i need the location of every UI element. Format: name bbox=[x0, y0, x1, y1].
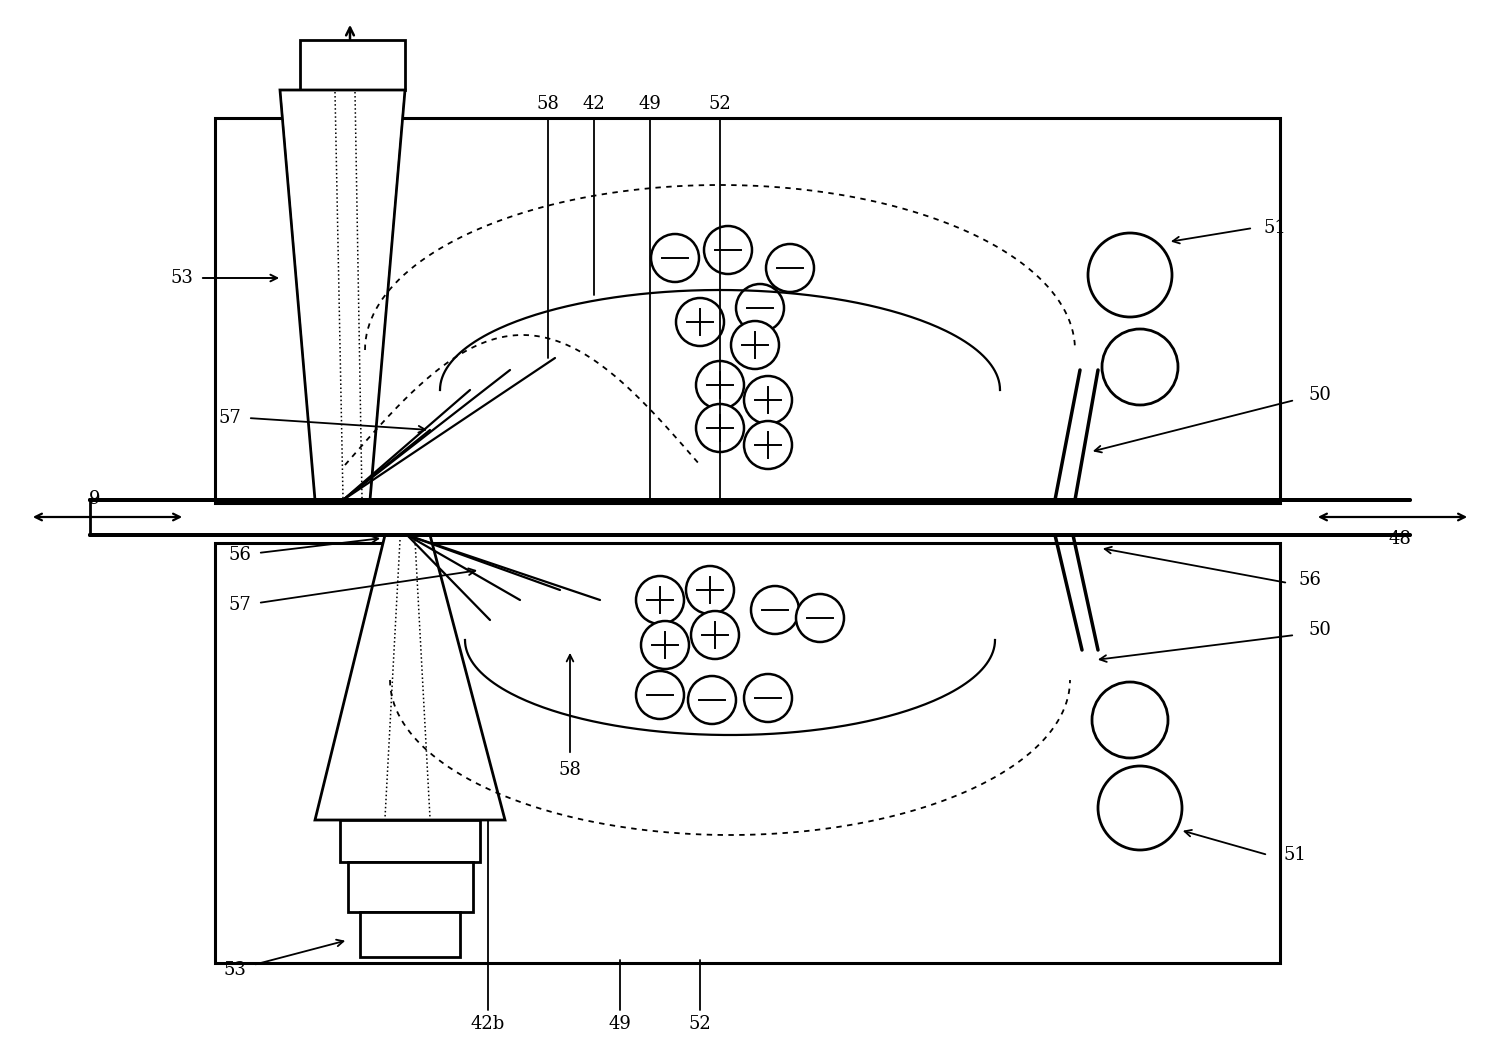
Text: 42: 42 bbox=[582, 95, 605, 113]
Text: 58: 58 bbox=[536, 95, 560, 113]
Circle shape bbox=[1088, 233, 1172, 317]
Text: 52: 52 bbox=[708, 95, 731, 113]
Text: 50: 50 bbox=[1309, 621, 1331, 639]
Circle shape bbox=[796, 594, 844, 642]
Circle shape bbox=[675, 298, 723, 346]
Circle shape bbox=[766, 244, 814, 292]
Circle shape bbox=[1102, 329, 1178, 405]
Bar bbox=[360, 912, 459, 957]
Circle shape bbox=[641, 621, 689, 669]
Circle shape bbox=[687, 676, 735, 724]
Text: 56: 56 bbox=[1298, 571, 1321, 589]
Circle shape bbox=[651, 234, 699, 282]
Text: 9: 9 bbox=[89, 490, 101, 508]
Circle shape bbox=[1099, 766, 1181, 850]
Circle shape bbox=[750, 586, 799, 634]
Text: 53: 53 bbox=[224, 961, 246, 979]
Circle shape bbox=[686, 566, 734, 614]
Text: 49: 49 bbox=[638, 95, 662, 113]
Circle shape bbox=[696, 361, 744, 409]
Text: 52: 52 bbox=[689, 1015, 711, 1034]
Circle shape bbox=[735, 284, 784, 332]
Text: 49: 49 bbox=[608, 1015, 632, 1034]
Text: 48: 48 bbox=[1388, 530, 1411, 548]
Text: 58: 58 bbox=[558, 761, 581, 779]
Circle shape bbox=[731, 321, 779, 369]
Text: 51: 51 bbox=[1283, 846, 1306, 864]
Polygon shape bbox=[282, 92, 402, 499]
Bar bbox=[90, 500, 1409, 535]
Text: 51: 51 bbox=[1264, 219, 1286, 237]
Polygon shape bbox=[315, 535, 504, 820]
Bar bbox=[215, 118, 1280, 504]
Text: 42b: 42b bbox=[471, 1015, 506, 1034]
Circle shape bbox=[744, 376, 793, 424]
Text: 53: 53 bbox=[171, 269, 194, 287]
Circle shape bbox=[744, 674, 793, 722]
Text: 56: 56 bbox=[228, 546, 252, 564]
Circle shape bbox=[744, 421, 793, 469]
Circle shape bbox=[690, 611, 738, 659]
Bar bbox=[215, 543, 1280, 962]
Text: 50: 50 bbox=[1309, 386, 1331, 404]
Circle shape bbox=[636, 671, 684, 719]
Bar bbox=[348, 862, 473, 912]
Circle shape bbox=[1093, 682, 1168, 758]
Text: 57: 57 bbox=[219, 409, 242, 427]
Bar bbox=[300, 40, 405, 90]
Circle shape bbox=[696, 404, 744, 452]
Circle shape bbox=[704, 226, 752, 273]
Text: 57: 57 bbox=[228, 596, 251, 614]
Circle shape bbox=[636, 576, 684, 624]
Polygon shape bbox=[281, 90, 405, 500]
Bar bbox=[341, 820, 480, 862]
